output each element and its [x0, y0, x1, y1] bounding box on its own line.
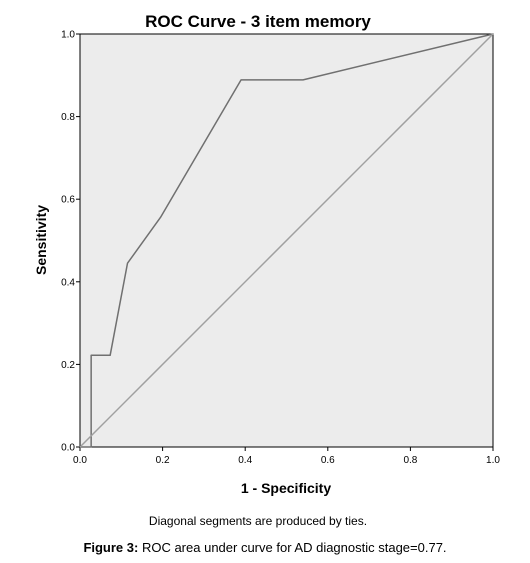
y-axis-ticks: 0.0 0.2 0.4 0.6 0.8 1.0: [61, 30, 80, 454]
y-tick-label: 0.8: [61, 112, 75, 123]
figure-caption: Figure 3: ROC area under curve for AD di…: [0, 540, 530, 555]
x-tick-label: 0.6: [321, 455, 335, 466]
reference-diagonal-line: [79, 33, 494, 448]
y-tick-label: 0.2: [61, 360, 75, 371]
series-layer: [79, 33, 494, 448]
y-tick-label: 0.4: [61, 277, 75, 288]
chart-footnote: Diagonal segments are produced by ties.: [149, 514, 367, 528]
y-tick-label: 1.0: [61, 30, 75, 41]
x-tick-label: 0.8: [403, 455, 417, 466]
x-tick-label: 0.0: [73, 455, 87, 466]
roc-chart: ROC Curve - 3 item memory 0.0 0.2 0.4 0.6 0.…: [33, 12, 500, 528]
y-tick-label: 0.6: [61, 195, 75, 206]
x-axis-ticks: 0.0 0.2 0.4 0.6 0.8 1.0: [73, 447, 500, 466]
y-axis-label: Sensitivity: [33, 205, 49, 275]
y-tick-label: 0.0: [61, 443, 75, 454]
x-tick-label: 0.4: [238, 455, 252, 466]
x-tick-label: 0.2: [156, 455, 170, 466]
chart-title: ROC Curve - 3 item memory: [145, 12, 371, 31]
roc-curve-line: [80, 33, 494, 448]
x-tick-label: 1.0: [486, 455, 500, 466]
x-axis-label: 1 - Specificity: [241, 480, 331, 496]
caption-text: ROC area under curve for AD diagnostic s…: [138, 540, 447, 555]
caption-label: Figure 3:: [83, 540, 139, 555]
